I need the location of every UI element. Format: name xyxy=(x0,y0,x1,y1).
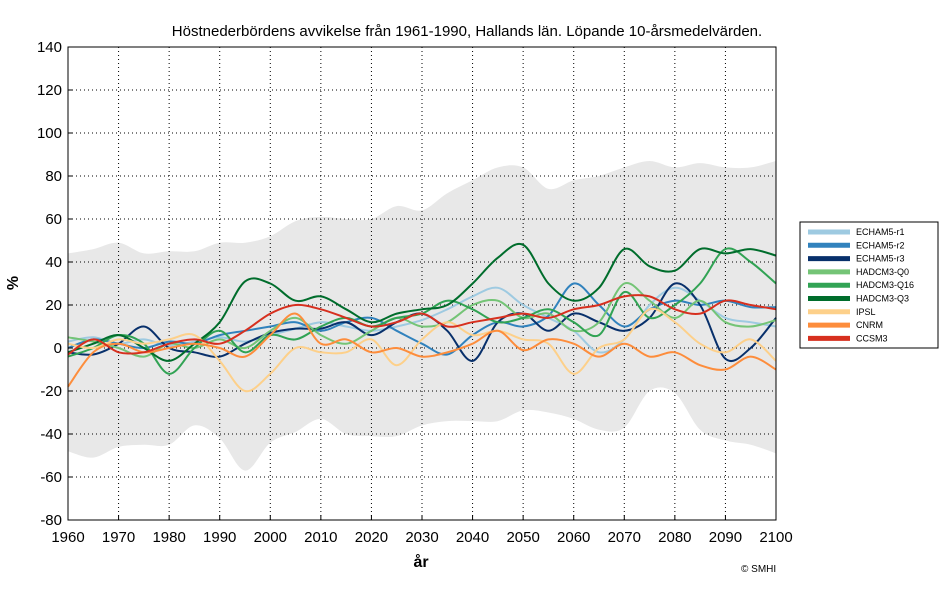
y-tick-label: -80 xyxy=(40,512,62,529)
legend-label: ECHAM5-r2 xyxy=(856,240,905,250)
x-tick-label: 2020 xyxy=(355,529,388,546)
x-tick-label: 2090 xyxy=(709,529,742,546)
y-tick-label: -40 xyxy=(40,426,62,443)
series-line-ipsl xyxy=(67,307,777,393)
series-line-ccsm3 xyxy=(67,294,777,356)
legend-label: HADCM3-Q3 xyxy=(856,294,909,304)
series-layer xyxy=(67,242,777,393)
x-axis-label: år xyxy=(413,553,428,571)
x-tick-label: 1980 xyxy=(152,529,185,546)
series-line-hadcm3-q3 xyxy=(67,242,777,362)
x-tick-label: 1970 xyxy=(102,529,135,546)
y-tick-label: 80 xyxy=(45,168,62,185)
y-tick-label: 20 xyxy=(45,297,62,314)
x-tick-label: 1990 xyxy=(203,529,236,546)
x-tick-label: 2080 xyxy=(658,529,691,546)
y-tick-label: 140 xyxy=(37,39,62,56)
series-line-cnrm xyxy=(67,312,777,388)
credit-label: © SMHI xyxy=(741,564,776,575)
y-tick-label: -20 xyxy=(40,383,62,400)
legend-label: HADCM3-Q0 xyxy=(856,267,909,277)
legend-label: HADCM3-Q16 xyxy=(856,280,914,290)
x-tick-label: 2040 xyxy=(456,529,489,546)
chart-title: Höstnederbördens avvikelse från 1961-199… xyxy=(172,23,762,40)
y-tick-label: -60 xyxy=(40,469,62,486)
legend: ECHAM5-r1 ECHAM5-r2 ECHAM5-r3 HADCM3-Q0 HADC… xyxy=(799,221,939,349)
y-axis-label: % xyxy=(5,276,22,290)
legend-label: CCSM3 xyxy=(856,333,888,343)
series-line-hadcm3-q0 xyxy=(67,281,777,358)
x-tick-label: 2050 xyxy=(506,529,539,546)
x-tick-label: 2030 xyxy=(405,529,438,546)
x-tick-label: 2070 xyxy=(608,529,641,546)
x-tick-label: 2100 xyxy=(759,529,792,546)
y-tick-label: 100 xyxy=(37,125,62,142)
y-tick-label: 60 xyxy=(45,211,62,228)
y-axis: -80 -60 -40 -20 0 20 40 60 80 100 120 140 xyxy=(37,39,73,529)
legend-label: ECHAM5-r3 xyxy=(856,254,905,264)
x-tick-label: 1960 xyxy=(51,529,84,546)
y-tick-label: 40 xyxy=(45,254,62,271)
y-tick-label: 120 xyxy=(37,82,62,99)
legend-label: IPSL xyxy=(856,307,876,317)
x-tick-label: 2010 xyxy=(304,529,337,546)
x-tick-label: 2060 xyxy=(557,529,590,546)
legend-label: ECHAM5-r1 xyxy=(856,227,905,237)
x-axis: 1960 1970 1980 1990 2000 2010 2020 2030 2040 2050… xyxy=(51,515,793,546)
y-tick-label: 0 xyxy=(54,340,62,357)
x-tick-label: 2000 xyxy=(254,529,287,546)
legend-items: ECHAM5-r1 ECHAM5-r2 ECHAM5-r3 HADCM3-Q0 HADC… xyxy=(808,227,914,343)
plot-area xyxy=(67,46,777,521)
legend-label: CNRM xyxy=(856,320,883,330)
